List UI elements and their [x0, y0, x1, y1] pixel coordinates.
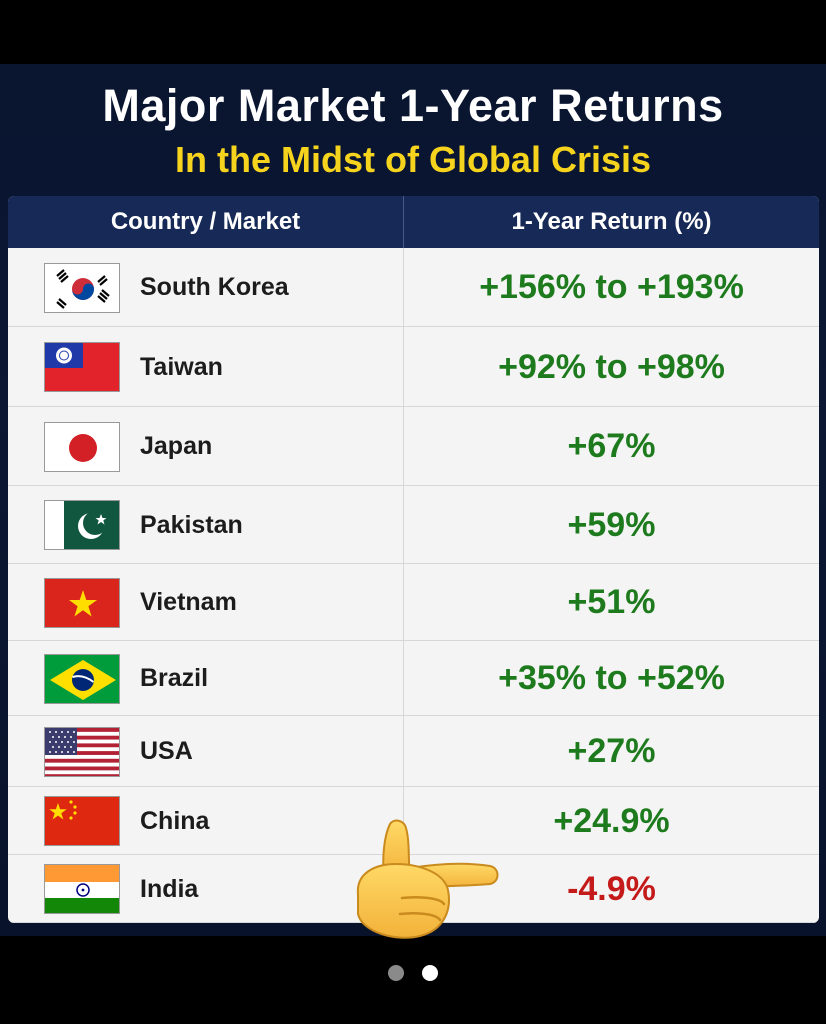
table-row: Taiwan +92% to +98%: [8, 327, 819, 407]
carousel-dot-1[interactable]: [388, 965, 404, 981]
table-row: Vietnam +51%: [8, 564, 819, 641]
country-label: Brazil: [140, 664, 209, 692]
table-row: China +24.9%: [8, 787, 819, 855]
usa-flag: [44, 727, 120, 777]
table-row: South Korea +156% to +193%: [8, 248, 819, 327]
header-country: Country / Market: [110, 208, 301, 235]
return-value: -4.9%: [567, 870, 656, 908]
chart-subtitle: In the Midst of Global Crisis: [174, 139, 652, 180]
vietnam-flag: [44, 578, 120, 628]
table-row: India -4.9%: [8, 855, 819, 923]
table-row: Japan +67%: [8, 407, 819, 486]
column-divider: [403, 248, 404, 923]
table-row: Pakistan +59%: [8, 486, 819, 564]
chart-title: Major Market 1-Year Returns: [102, 80, 724, 131]
south-korea-flag: [44, 263, 120, 313]
country-label: Japan: [140, 432, 213, 460]
country-label: USA: [140, 737, 193, 765]
india-flag: [44, 864, 120, 914]
japan-flag: [44, 422, 120, 472]
return-value: +67%: [567, 427, 656, 465]
return-value: +156% to +193%: [479, 268, 744, 306]
table-header: Country / Market 1-Year Return (%): [8, 196, 819, 248]
country-label: Taiwan: [140, 353, 223, 381]
return-value: +59%: [567, 506, 656, 544]
country-label: South Korea: [140, 273, 289, 301]
return-value: +35% to +52%: [498, 659, 725, 697]
brazil-flag: [44, 654, 120, 704]
country-label: Pakistan: [140, 511, 243, 539]
return-value: +92% to +98%: [498, 348, 725, 386]
table-row: Brazil +35% to +52%: [8, 641, 819, 716]
country-label: India: [140, 875, 199, 903]
table-row: USA +27%: [8, 716, 819, 787]
taiwan-flag: [44, 342, 120, 392]
china-flag: [44, 796, 120, 846]
pakistan-flag: [44, 500, 120, 550]
return-value: +51%: [567, 583, 656, 621]
return-value: +24.9%: [553, 802, 670, 840]
pointing-hand-icon: [356, 819, 499, 939]
country-label: China: [140, 807, 210, 835]
header-divider: [403, 196, 404, 248]
top-bar: [0, 0, 826, 64]
carousel-dot-2[interactable]: [422, 965, 438, 981]
country-label: Vietnam: [140, 588, 237, 616]
return-value: +27%: [567, 732, 656, 770]
returns-table: Country / Market 1-Year Return (%) South…: [8, 196, 819, 923]
header-return: 1-Year Return (%): [511, 208, 712, 235]
